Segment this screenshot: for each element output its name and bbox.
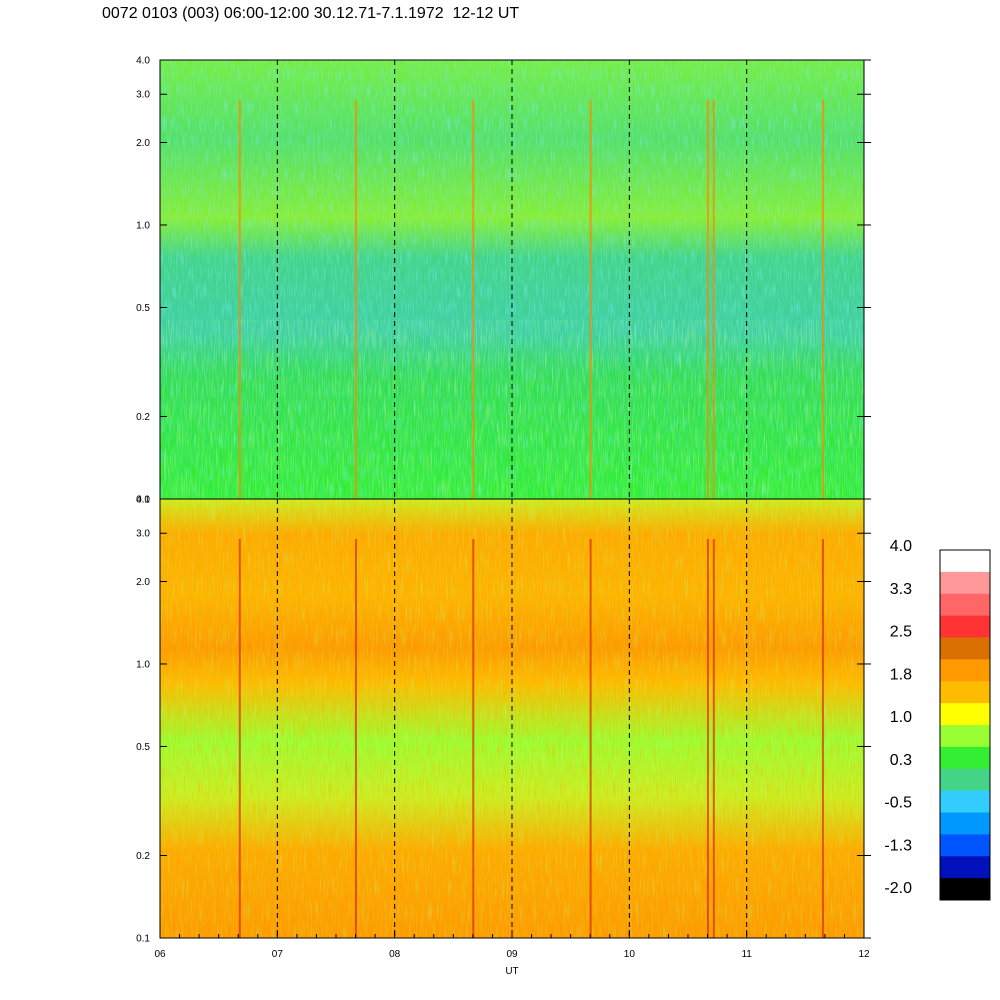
upper-panel: 0.1 0.2 0.5 1.0 2.0 3.0 4.0	[136, 56, 871, 506]
colorbar-segment	[940, 593, 990, 617]
x-axis: 06 07 08 09 10 11 12	[154, 930, 870, 960]
colorbar-label: 4.0	[890, 538, 912, 555]
upper-y-axis: 0.1 0.2 0.5 1.0 2.0 3.0 4.0	[136, 56, 871, 506]
colorbar-label: 2.5	[890, 624, 912, 641]
x-tick-label: 06	[154, 949, 166, 960]
lower-panel: 0.1 0.2 0.5 1.0 2.0 3.0 4.0	[136, 495, 871, 945]
y-tick-label: 3.0	[136, 529, 150, 540]
y-tick-label: 1.0	[136, 659, 150, 670]
colorbar-label: 1.8	[890, 666, 912, 683]
colorbar-segment	[940, 834, 990, 857]
y-tick-label: 0.5	[136, 742, 150, 753]
y-tick-label: 4.0	[136, 495, 150, 506]
y-tick-label: 0.1	[136, 934, 150, 945]
colorbar-segment	[940, 659, 990, 682]
x-tick-label: 10	[624, 949, 636, 960]
colorbar-segment	[940, 615, 990, 638]
colorbar-segment	[940, 790, 990, 813]
x-axis-label: UT	[505, 966, 518, 977]
upper-spikes	[238, 100, 824, 499]
x-tick-label: 09	[506, 949, 518, 960]
upper-panel-texture-green	[160, 320, 864, 499]
colorbar-frame	[939, 549, 991, 901]
colorbar-segment	[940, 768, 990, 792]
colorbar-segment	[940, 725, 990, 748]
colorbar-label: -1.3	[884, 837, 912, 854]
y-tick-label: 0.2	[136, 412, 150, 423]
y-tick-label: 0.1	[136, 495, 150, 506]
lower-dashed-hour-lines	[276, 499, 748, 938]
x-tick-label: 08	[389, 949, 401, 960]
colorbar-segment	[940, 878, 990, 901]
lower-spikes	[238, 539, 824, 938]
lower-y-axis: 0.1 0.2 0.5 1.0 2.0 3.0 4.0	[136, 495, 871, 945]
colorbar-label: 0.3	[890, 752, 912, 769]
colorbar-segment	[940, 746, 990, 770]
x-tick-label: 11	[741, 949, 752, 960]
y-tick-label: 1.0	[136, 220, 150, 231]
y-tick-label: 4.0	[136, 56, 150, 67]
colorbar-segment	[940, 703, 990, 726]
colorbar-label: 1.0	[890, 709, 912, 726]
colorbar-segment	[940, 812, 990, 835]
y-tick-label: 2.0	[136, 138, 150, 149]
y-tick-label: 0.5	[136, 303, 150, 314]
colorbar-segment	[940, 571, 990, 595]
y-tick-label: 3.0	[136, 90, 150, 101]
upper-dashed-hour-lines	[276, 60, 748, 499]
x-tick-label: 12	[858, 949, 870, 960]
x-tick-label: 07	[272, 949, 284, 960]
colorbar-label: -2.0	[884, 880, 912, 897]
colorbar-segment	[940, 637, 990, 660]
colorbar-label: -0.5	[884, 795, 912, 812]
chart-title: 0072 0103 (003) 06:00-12:00 30.12.71-7.1…	[102, 5, 520, 22]
colorbar-segment	[940, 856, 990, 879]
y-tick-label: 2.0	[136, 577, 150, 588]
colorbar-segment	[940, 681, 990, 704]
colorbar-label: 3.3	[890, 581, 912, 598]
y-tick-label: 0.2	[136, 851, 150, 862]
colorbar-segment	[940, 550, 990, 573]
colorbar: 4.0 3.3 2.5 1.8 1.0 0.3 -0.5 -1.3 -2.0	[884, 538, 991, 901]
